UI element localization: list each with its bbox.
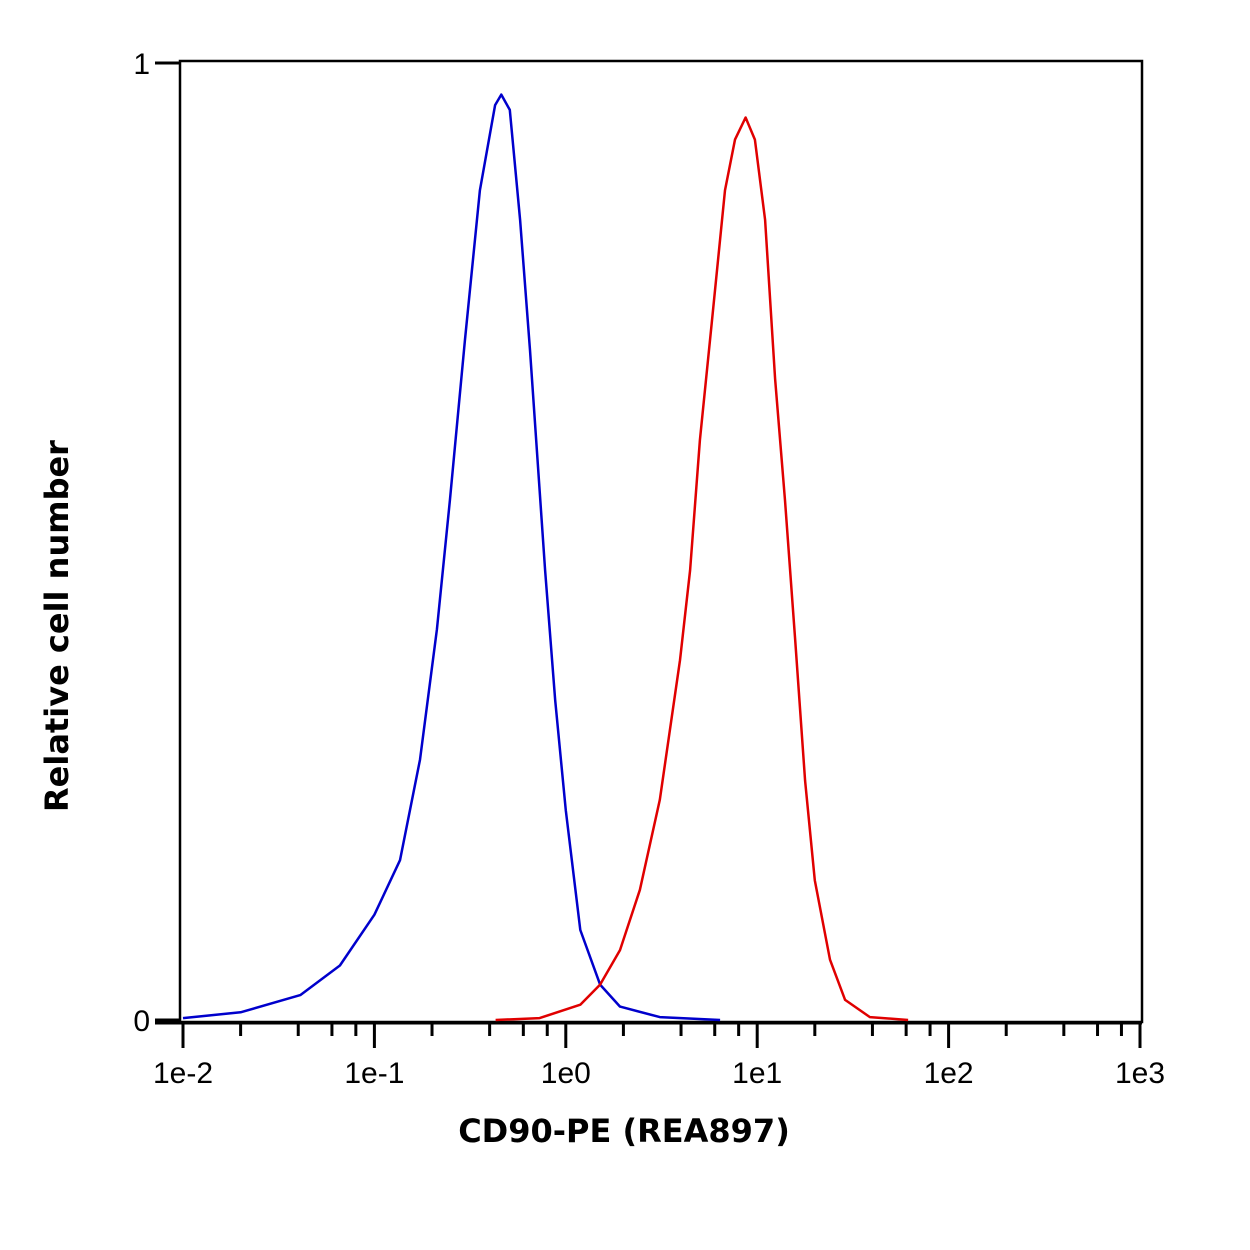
axes: 0 1 1e-2 1e-1 1e0 1e1 1e2 1e3 [133,48,1165,1090]
plot-border [178,59,1144,1024]
histogram-series-1 [182,93,721,1022]
x-tick-label: 1e-2 [153,1057,213,1090]
series-group [182,93,909,1022]
x-tick-label: 1e1 [732,1057,782,1090]
x-tick-label: 1e3 [1115,1057,1165,1090]
y-tick-label: 1 [133,48,150,81]
x-tick-label: 1e-1 [344,1057,404,1090]
x-tick-label: 1e2 [924,1057,974,1090]
x-tick-label: 1e0 [541,1057,591,1090]
x-axis-title: CD90-PE (REA897) [458,1112,790,1150]
y-tick-label: 0 [133,1005,150,1038]
y-axis-title: Relative cell number [38,440,76,812]
histogram-series-2 [495,116,909,1022]
plot-frame [178,59,1144,1024]
